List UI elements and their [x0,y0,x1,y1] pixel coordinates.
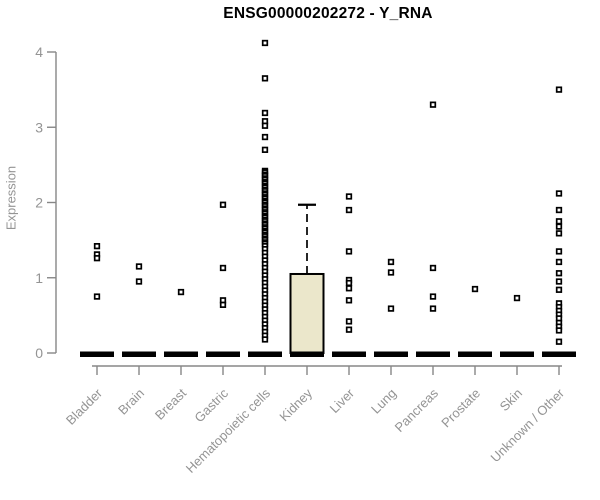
data-point [429,305,437,312]
data-point [345,326,353,333]
data-point [555,218,563,225]
data-point [387,258,395,266]
data-point [177,288,185,296]
data-point [261,109,269,117]
data-point [345,297,353,304]
data-point [513,294,521,302]
median-bar [164,351,198,357]
x-axis-category-label: Skin [497,386,525,414]
data-point [261,336,269,343]
median-bar [416,351,450,357]
data-point [429,293,437,300]
median-bar [500,351,534,357]
data-point [555,258,563,266]
median-bar [332,351,366,357]
data-point [555,278,563,285]
median-bar [290,351,324,357]
x-axis-category-label: Bladder [63,385,106,428]
data-point [555,230,563,237]
data-point [261,122,269,129]
data-point [261,146,269,153]
data-point [345,318,353,325]
data-point [93,255,101,262]
chart-title: ENSG00000202272 - Y_RNA [223,5,433,22]
data-point [471,285,479,293]
data-point [219,201,227,208]
median-bar [206,351,240,357]
x-axis-category-label: Liver [327,385,358,416]
median-bar [374,351,408,357]
data-point [93,242,101,250]
x-axis-category-label: Kidney [276,385,315,424]
y-axis-tick-label: 3 [35,119,43,135]
median-bar [542,351,576,357]
data-point [555,206,563,214]
data-point [555,286,563,293]
data-point [261,39,269,47]
median-bar [248,351,282,357]
x-axis-category-label: Unknown / Other [488,385,568,465]
y-axis-tick-label: 0 [35,345,43,361]
data-point [555,248,563,255]
median-bar [122,351,156,357]
data-point [387,269,395,276]
x-axis-category-label: Breast [152,385,189,422]
data-point [387,305,395,312]
x-axis-category-label: Brain [115,386,147,418]
x-axis-category-label: Prostate [438,386,483,431]
y-axis-tick-label: 1 [35,270,43,286]
data-point [555,327,563,334]
x-axis-category-label: Gastric [191,385,231,425]
median-bar [458,351,492,357]
x-axis-category-label: Lung [368,386,399,417]
y-axis-tick-label: 2 [35,195,43,211]
data-point [261,133,269,141]
y-axis-tick-label: 4 [35,44,43,60]
data-point [555,190,563,197]
data-point [429,264,437,272]
data-point [345,248,353,255]
data-point [555,86,563,93]
data-point [135,278,143,285]
x-axis-category-label: Pancreas [392,385,442,435]
box [289,272,325,354]
median-bar [80,351,114,357]
data-point [345,285,353,292]
data-point [345,206,353,214]
data-point [555,338,563,345]
data-point [429,101,437,108]
data-point [555,223,563,230]
data-point [135,263,143,270]
data-point [93,293,101,300]
data-point [345,279,353,287]
data-point [261,75,269,82]
data-point [555,270,563,277]
data-point [219,264,227,272]
data-point [345,193,353,200]
data-point [219,301,227,308]
